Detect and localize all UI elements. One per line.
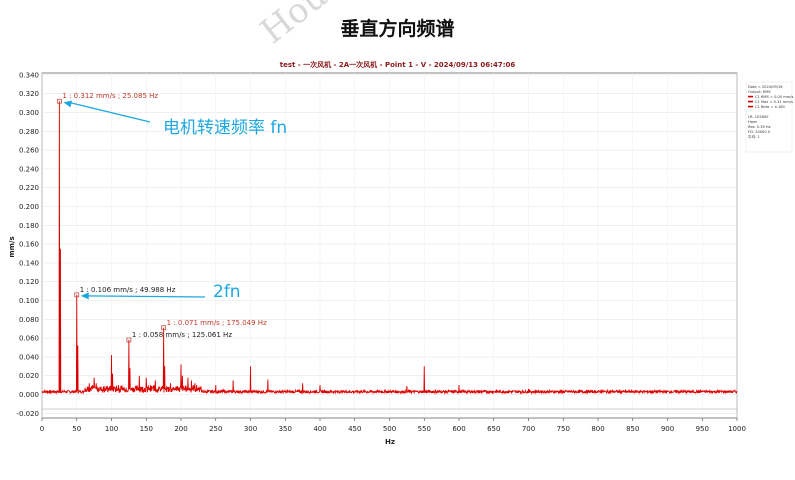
peak-annotation-label: 1 : 0.106 mm/s ; 49.988 Hz — [80, 286, 176, 294]
y-tick-label: 0.160 — [19, 241, 39, 249]
peak-marker — [57, 98, 62, 104]
y-tick-label: 0.080 — [19, 316, 39, 324]
y-tick-label: 0.000 — [19, 391, 39, 399]
spectrum-series-line — [41, 101, 738, 395]
legend-entry: C1 RMS = 0.00 mm/s — [755, 95, 793, 99]
x-tick-label: 150 — [140, 425, 153, 433]
legend-entry: FD: 24000 0 — [748, 130, 771, 134]
x-tick-label: 450 — [348, 425, 361, 433]
y-tick-label: 0.300 — [19, 109, 39, 117]
x-tick-label: 100 — [105, 425, 118, 433]
legend-swatch — [748, 100, 753, 103]
y-tick-label: 0.260 — [19, 147, 39, 155]
legend-entry: Output: RMS — [748, 90, 771, 94]
y-tick-label: 0.220 — [19, 184, 39, 192]
peak-marker — [161, 325, 167, 331]
y-tick-label: 0.340 — [19, 71, 39, 79]
x-tick-label: 500 — [383, 425, 396, 433]
y-tick-label: 0.060 — [19, 335, 39, 343]
peak-marker — [74, 292, 80, 298]
legend-entry: 平均: 1 — [748, 134, 760, 139]
y-tick-label: 0.040 — [19, 353, 39, 361]
y-axis-label: mm/s — [8, 236, 16, 257]
y-tick-label: 0.280 — [19, 128, 39, 136]
x-tick-label: 700 — [522, 425, 535, 433]
x-tick-label: 850 — [626, 425, 639, 433]
y-tick-label: 0.140 — [19, 259, 39, 267]
x-tick-label: 550 — [418, 425, 431, 433]
chart-title: test - 一次风机 - 2A一次风机 - Point 1 - V - 202… — [279, 61, 516, 69]
callout-label: 电机转速频率 fn — [163, 118, 287, 138]
x-tick-label: 300 — [244, 425, 257, 433]
x-tick-label: 800 — [591, 425, 604, 433]
x-tick-label: 750 — [557, 425, 570, 433]
y-tick-label: 0.200 — [19, 203, 39, 211]
legend-swatch — [748, 105, 753, 108]
x-tick-label: 950 — [696, 425, 709, 433]
legend-entry: Hann — [748, 120, 757, 124]
x-tick-label: 250 — [209, 425, 222, 433]
legend-entry: LR: 102800 — [748, 115, 769, 119]
x-tick-label: 200 — [174, 425, 187, 433]
y-tick-label: 0.180 — [19, 222, 39, 230]
x-axis-label: Hz — [385, 438, 395, 446]
y-tick-label: 0.320 — [19, 90, 39, 98]
callout-arrow-line — [68, 101, 151, 123]
legend-entry: Date = 2024/09/16 — [748, 85, 783, 89]
peak-marker — [126, 337, 132, 343]
callout-label: 2fn — [213, 282, 241, 302]
x-tick-label: 650 — [487, 425, 500, 433]
callout-arrow-head — [63, 100, 73, 108]
x-tick-label: 350 — [279, 425, 292, 433]
y-tick-label: 0.120 — [19, 278, 39, 286]
legend-entry: Res: 0.39 Hz — [748, 125, 771, 129]
callout-arrow-line — [85, 295, 206, 298]
peak-annotation-label: 1 : 0.058 mm/s ; 125.061 Hz — [132, 331, 232, 339]
x-tick-label: 400 — [313, 425, 326, 433]
peak-annotation-label: 1 : 0.312 mm/s ; 25.085 Hz — [62, 92, 158, 100]
y-tick-label: -0.020 — [16, 410, 39, 418]
page-title: 垂直方向频谱 — [340, 18, 455, 40]
x-tick-label: 900 — [661, 425, 674, 433]
peak-annotation-label: 1 : 0.071 mm/s ; 175.049 Hz — [167, 319, 267, 327]
y-tick-label: 0.100 — [19, 297, 39, 305]
legend-entry: C1 Max = 0.31 mm/s — [755, 100, 793, 104]
x-tick-label: 1000 — [728, 425, 746, 433]
x-tick-label: 0 — [40, 425, 44, 433]
x-tick-label: 600 — [452, 425, 465, 433]
callout-arrow-head — [80, 292, 89, 300]
legend-entry: C1 Beta = 4.160 — [755, 105, 786, 109]
legend-swatch — [748, 95, 753, 98]
x-tick-label: 50 — [72, 425, 81, 433]
y-tick-label: 0.240 — [19, 165, 39, 173]
y-tick-label: 0.020 — [19, 372, 39, 380]
legend-box — [745, 81, 793, 153]
